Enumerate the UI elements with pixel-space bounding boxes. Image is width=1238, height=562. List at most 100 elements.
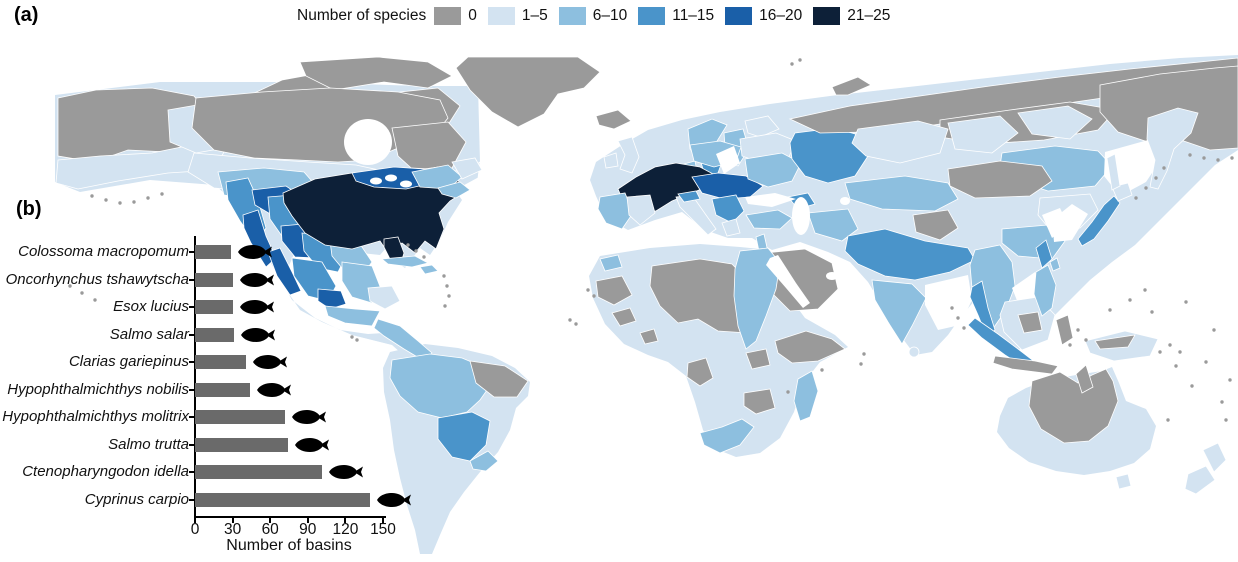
map-region-turkey: [745, 209, 793, 230]
map-region-po: [677, 190, 701, 203]
island-speck: [90, 194, 94, 198]
fish-icon: [294, 437, 329, 452]
map-legend: Number of species 0 1–5 6–10 11–15 16–20…: [297, 4, 901, 28]
sea-fill: [826, 272, 838, 280]
island-speck: [1076, 328, 1080, 332]
map-region-kamchatka: [1146, 107, 1199, 190]
x-axis-tick-label: 90: [299, 521, 317, 538]
island-speck: [568, 318, 572, 322]
map-region-nz-south: [1184, 465, 1216, 495]
map-region-uruguay: [469, 450, 499, 472]
y-axis-tick: [189, 278, 194, 281]
x-axis-tick: [306, 518, 309, 523]
legend-swatch-0: [434, 7, 462, 25]
x-axis-tick: [231, 518, 234, 523]
island-speck: [132, 200, 136, 204]
fish-icon-shape: [239, 272, 274, 287]
fish-icon: [328, 465, 363, 480]
map-region-mexico-central: [317, 288, 347, 310]
map-region-java: [992, 355, 1059, 375]
x-axis-tick-label: 30: [223, 521, 242, 538]
map-region-nz-north: [1202, 442, 1227, 473]
sea-fill: [370, 177, 382, 185]
island-speck: [820, 368, 824, 372]
map-region-sakhalin: [1106, 153, 1121, 191]
y-axis-tick: [189, 498, 194, 501]
map-region-atlas: [599, 254, 623, 272]
y-axis-tick: [189, 416, 194, 419]
map-region-ireland: [603, 152, 619, 169]
x-axis-tick: [382, 518, 384, 523]
legend-swatch-5: [813, 7, 841, 25]
map-region-taiwan: [1049, 257, 1061, 272]
map-region-west-africa-1: [595, 275, 633, 306]
bar-label: Ctenopharyngodon idella: [22, 463, 189, 481]
map-region-ng-spine: [1094, 334, 1136, 350]
sea-fill: [840, 197, 850, 205]
legend-label-3: 11–15: [672, 7, 715, 24]
island-speck: [962, 326, 966, 330]
island-speck: [859, 362, 863, 366]
bar-label: Clarias gariepinus: [68, 353, 189, 371]
y-axis-tick: [189, 251, 194, 253]
bar: [195, 437, 288, 452]
island-speck: [406, 243, 410, 247]
map-region-iberia-east: [626, 194, 656, 226]
map-region-greenland: [455, 56, 601, 128]
map-region-kola: [744, 115, 780, 138]
bar: [195, 382, 251, 397]
bar-label: Hypophthalmichthys molitrix: [2, 408, 189, 426]
x-axis-title: Number of basins: [226, 537, 352, 554]
island-speck: [586, 288, 590, 292]
sea-fill: [716, 146, 740, 174]
fish-icon: [240, 327, 275, 342]
legend-label-2: 6–10: [592, 7, 628, 24]
island-speck: [1144, 186, 1148, 190]
map-region-borneo-spine: [1017, 311, 1043, 334]
x-axis-tick-label: 120: [332, 521, 359, 538]
map-region-hispaniola: [419, 264, 439, 275]
legend-item-3: 11–15: [638, 7, 714, 25]
map-region-tanzania: [743, 388, 776, 415]
island-speck: [1224, 418, 1228, 422]
map-region-tasmania: [1115, 473, 1132, 490]
map-region-danube: [691, 172, 764, 200]
sea-fill: [745, 193, 796, 207]
island-speck: [160, 192, 164, 196]
legend-swatch-1: [487, 7, 515, 25]
island-speck: [443, 304, 447, 308]
legend-swatch-2: [558, 7, 586, 25]
island-speck: [104, 198, 108, 202]
island-speck: [80, 291, 84, 295]
map-region-india-peninsula: [871, 279, 927, 345]
map-region-caspian-east: [807, 208, 859, 242]
island-speck: [798, 58, 802, 62]
map-region-parana: [437, 411, 491, 462]
legend-item-2: 6–10: [558, 7, 628, 25]
legend-label-1: 1–5: [521, 7, 548, 24]
map-region-ne-siberia: [1099, 65, 1238, 151]
y-axis-tick: [189, 388, 194, 391]
map-region-west-africa-2: [611, 307, 637, 327]
island-speck: [146, 196, 150, 200]
island-speck: [422, 255, 426, 259]
sea-fill: [925, 275, 972, 330]
x-axis-tick-label: 60: [261, 521, 279, 538]
island-speck: [574, 322, 578, 326]
island-speck: [862, 352, 866, 356]
fish-icon-shape: [239, 300, 274, 315]
island-speck: [350, 335, 354, 339]
fish-icon-shape: [328, 465, 363, 480]
bar: [195, 300, 233, 315]
island-speck: [1154, 176, 1158, 180]
map-region-dnieper: [744, 152, 802, 188]
bar-label: Salmo salar: [109, 325, 189, 343]
island-speck: [1220, 400, 1224, 404]
x-axis-line: [193, 516, 386, 518]
y-axis-tick: [189, 471, 194, 474]
island-speck: [1190, 384, 1194, 388]
island-speck: [355, 338, 359, 342]
sea-fill: [385, 174, 397, 182]
